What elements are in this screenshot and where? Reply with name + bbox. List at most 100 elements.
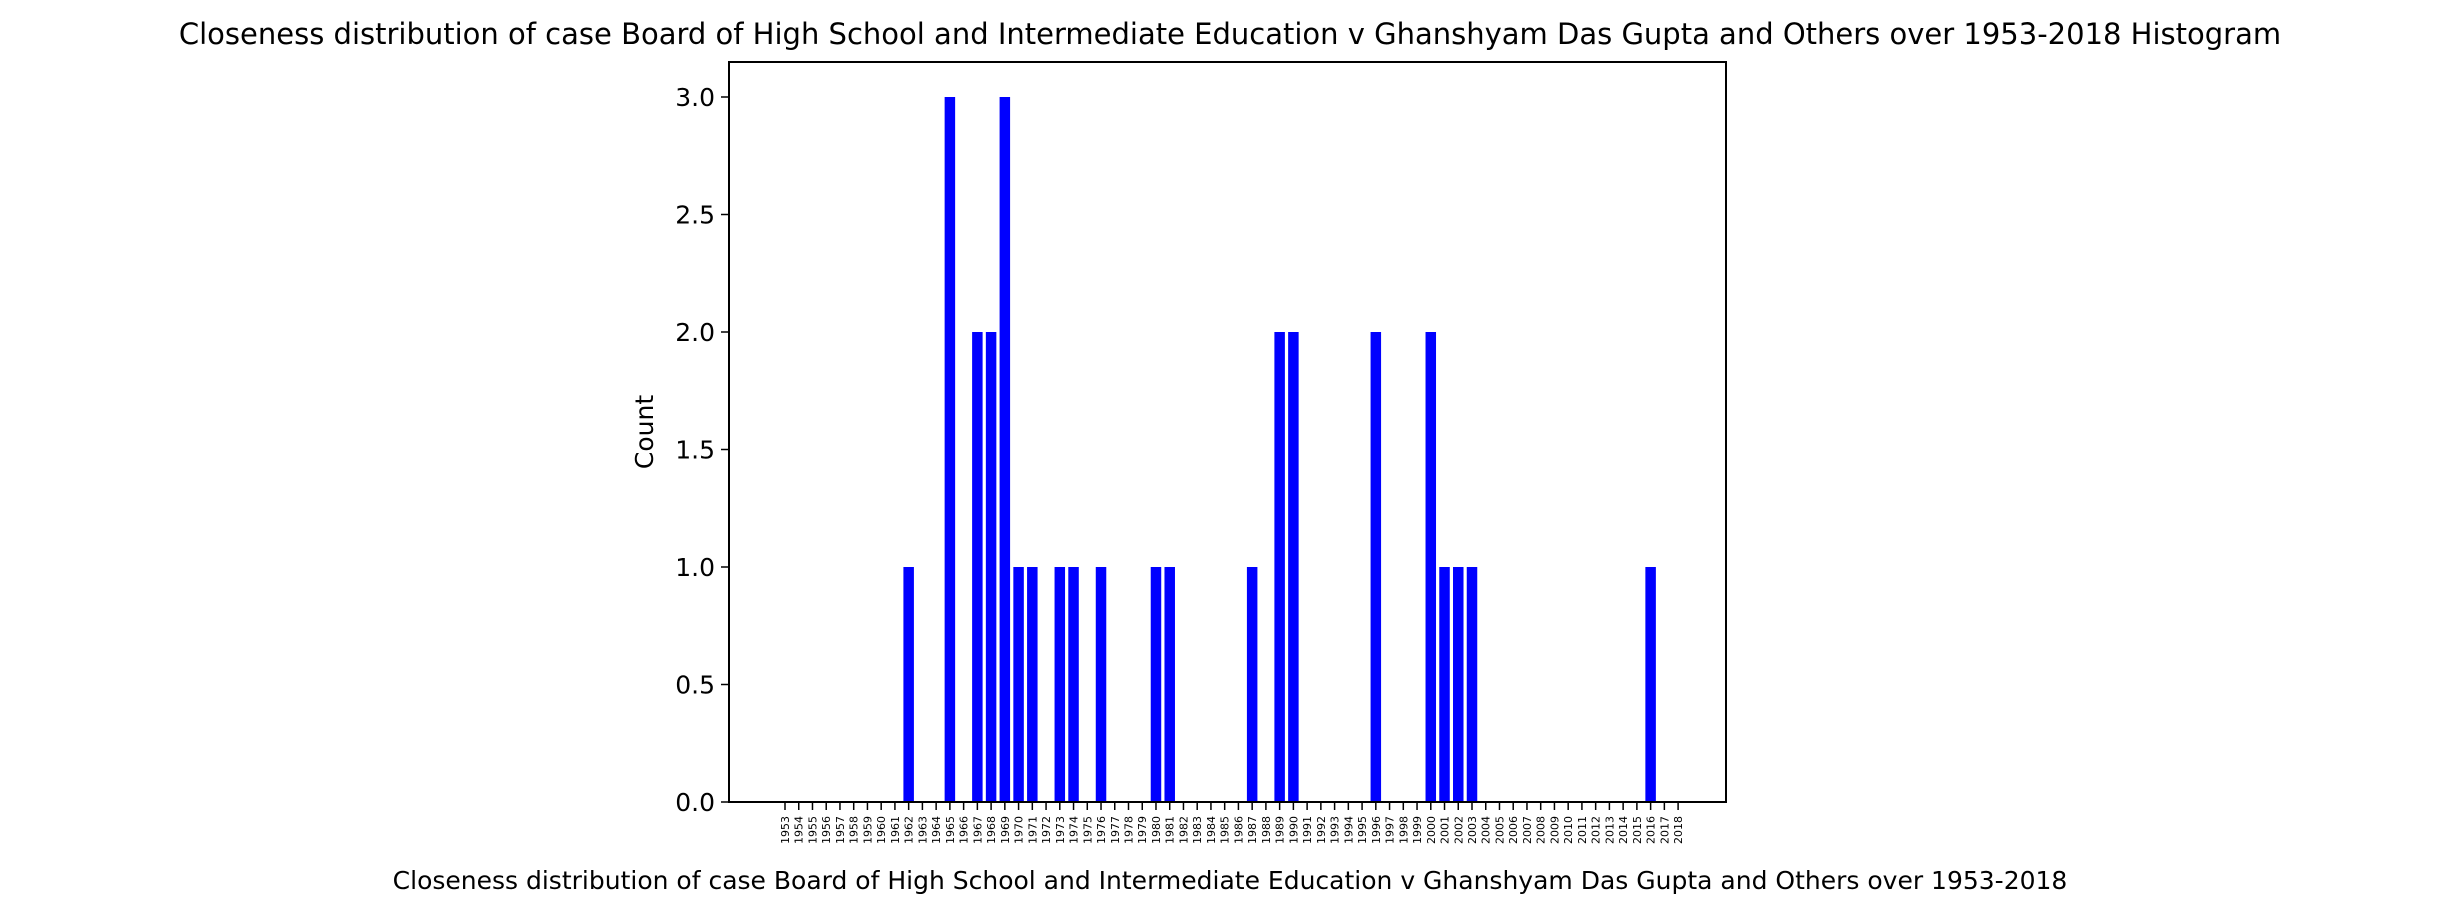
x-tick-label-2016: 2016 [1645, 816, 1658, 844]
x-tick-label-1999: 1999 [1411, 816, 1424, 844]
x-tick-label-1991: 1991 [1301, 816, 1314, 844]
bar-1976 [1095, 567, 1107, 802]
bar-1989 [1274, 332, 1285, 802]
x-tick-label-2012: 2012 [1590, 816, 1603, 844]
x-tick-label-1975: 1975 [1081, 816, 1094, 844]
x-tick-label-1957: 1957 [834, 816, 847, 844]
y-axis: 0.0 0.5 1.0 1.5 2.0 2.5 3.0 [675, 83, 729, 817]
bar-1973 [1054, 567, 1066, 802]
x-tick-label-1960: 1960 [875, 816, 888, 844]
x-tick-label-2015: 2015 [1631, 816, 1644, 844]
x-tick-label-1982: 1982 [1177, 816, 1190, 844]
x-tick-label-1984: 1984 [1205, 816, 1218, 844]
bar-1962 [903, 567, 914, 802]
bar-1971 [1027, 567, 1038, 802]
x-tick-label-1992: 1992 [1315, 816, 1328, 844]
x-tick-label-1979: 1979 [1136, 816, 1149, 844]
x-tick-label-1977: 1977 [1109, 816, 1122, 844]
bar-2002 [1453, 567, 1464, 802]
x-tick-label-2011: 2011 [1576, 816, 1589, 844]
x-tick-label-1983: 1983 [1191, 816, 1204, 844]
y-tick-label-1.5: 1.5 [675, 436, 715, 465]
x-tick-label-1989: 1989 [1274, 816, 1287, 844]
x-tick-label-1990: 1990 [1287, 816, 1300, 844]
x-tick-label-1973: 1973 [1054, 816, 1067, 844]
x-tick-label-1994: 1994 [1342, 816, 1355, 844]
x-tick-label-1987: 1987 [1246, 816, 1259, 844]
bar-2016 [1645, 567, 1656, 802]
x-tick-label-1969: 1969 [999, 816, 1012, 844]
x-tick-label-1974: 1974 [1068, 816, 1081, 844]
plot-frame [728, 61, 1727, 803]
bar-1996 [1370, 332, 1382, 802]
x-tick-label-1967: 1967 [971, 816, 984, 844]
bar-2000 [1425, 332, 1437, 802]
bar-1980 [1150, 567, 1162, 802]
bar-1969 [999, 97, 1011, 802]
y-tick-label-1.0: 1.0 [675, 553, 715, 582]
chart-title: Closeness distribution of case Board of … [179, 17, 2281, 51]
x-tick-label-1961: 1961 [889, 816, 902, 844]
x-tick-label-1953: 1953 [779, 816, 792, 844]
bar-1970 [1013, 567, 1024, 802]
x-tick-label-1976: 1976 [1095, 816, 1108, 844]
x-tick-label-1964: 1964 [930, 816, 943, 844]
x-tick-label-1958: 1958 [848, 816, 861, 844]
bars-group [903, 97, 1656, 802]
x-tick-label-2008: 2008 [1535, 816, 1548, 844]
x-tick-label-1970: 1970 [1013, 816, 1026, 844]
x-tick-label-1978: 1978 [1123, 816, 1136, 844]
x-tick-label-1968: 1968 [985, 816, 998, 844]
x-tick-label-1962: 1962 [903, 816, 916, 844]
bar-1981 [1164, 567, 1175, 802]
x-tick-label-2001: 2001 [1439, 816, 1452, 844]
x-tick-label-1980: 1980 [1150, 816, 1163, 844]
x-tick-label-1993: 1993 [1329, 816, 1342, 844]
y-tick-label-2.0: 2.0 [675, 318, 715, 347]
bar-1990 [1288, 332, 1299, 802]
bar-1965 [944, 97, 956, 802]
x-tick-label-2018: 2018 [1672, 816, 1685, 844]
x-tick-label-2005: 2005 [1493, 816, 1506, 844]
y-tick-label-0.5: 0.5 [675, 671, 715, 700]
x-tick-label-1965: 1965 [944, 816, 957, 844]
bar-2003 [1466, 567, 1478, 802]
y-axis-label: Count [630, 395, 659, 469]
x-tick-label-2010: 2010 [1562, 816, 1575, 844]
bar-1987 [1246, 567, 1258, 802]
x-tick-label-1966: 1966 [958, 816, 971, 844]
bar-1967 [972, 332, 983, 802]
x-tick-label-2006: 2006 [1507, 816, 1520, 844]
x-tick-label-1996: 1996 [1370, 816, 1383, 844]
x-tick-label-2003: 2003 [1466, 816, 1479, 844]
x-tick-label-1963: 1963 [916, 816, 929, 844]
y-tick-label-0.0: 0.0 [675, 788, 715, 817]
x-tick-label-2004: 2004 [1480, 816, 1493, 844]
x-axis: 1953 1954 1955 1956 1957 1958 1959 1960 1961 1962… [779, 802, 1685, 844]
bar-2001 [1439, 567, 1450, 802]
x-tick-label-1972: 1972 [1040, 816, 1053, 844]
x-tick-label-1986: 1986 [1232, 816, 1245, 844]
y-tick-label-2.5: 2.5 [675, 201, 715, 230]
x-tick-label-1971: 1971 [1026, 816, 1039, 844]
x-tick-label-2017: 2017 [1658, 816, 1671, 844]
bar-1974 [1068, 567, 1079, 802]
x-tick-label-2000: 2000 [1425, 816, 1438, 844]
x-tick-label-2013: 2013 [1603, 816, 1616, 844]
x-tick-label-1988: 1988 [1260, 816, 1273, 844]
x-tick-label-2014: 2014 [1617, 816, 1630, 844]
x-tick-label-1997: 1997 [1384, 816, 1397, 844]
x-tick-label-1959: 1959 [861, 816, 874, 844]
x-tick-label-1985: 1985 [1219, 816, 1232, 844]
x-tick-label-1955: 1955 [806, 816, 819, 844]
x-tick-label-2007: 2007 [1521, 816, 1534, 844]
x-tick-label-2009: 2009 [1548, 816, 1561, 844]
x-tick-label-1956: 1956 [820, 816, 833, 844]
x-tick-label-1998: 1998 [1397, 816, 1410, 844]
x-tick-label-1954: 1954 [793, 816, 806, 844]
y-tick-label-3.0: 3.0 [675, 83, 715, 112]
x-axis-label: Closeness distribution of case Board of … [393, 866, 2068, 895]
bar-1968 [985, 332, 997, 802]
x-tick-label-2002: 2002 [1452, 816, 1465, 844]
